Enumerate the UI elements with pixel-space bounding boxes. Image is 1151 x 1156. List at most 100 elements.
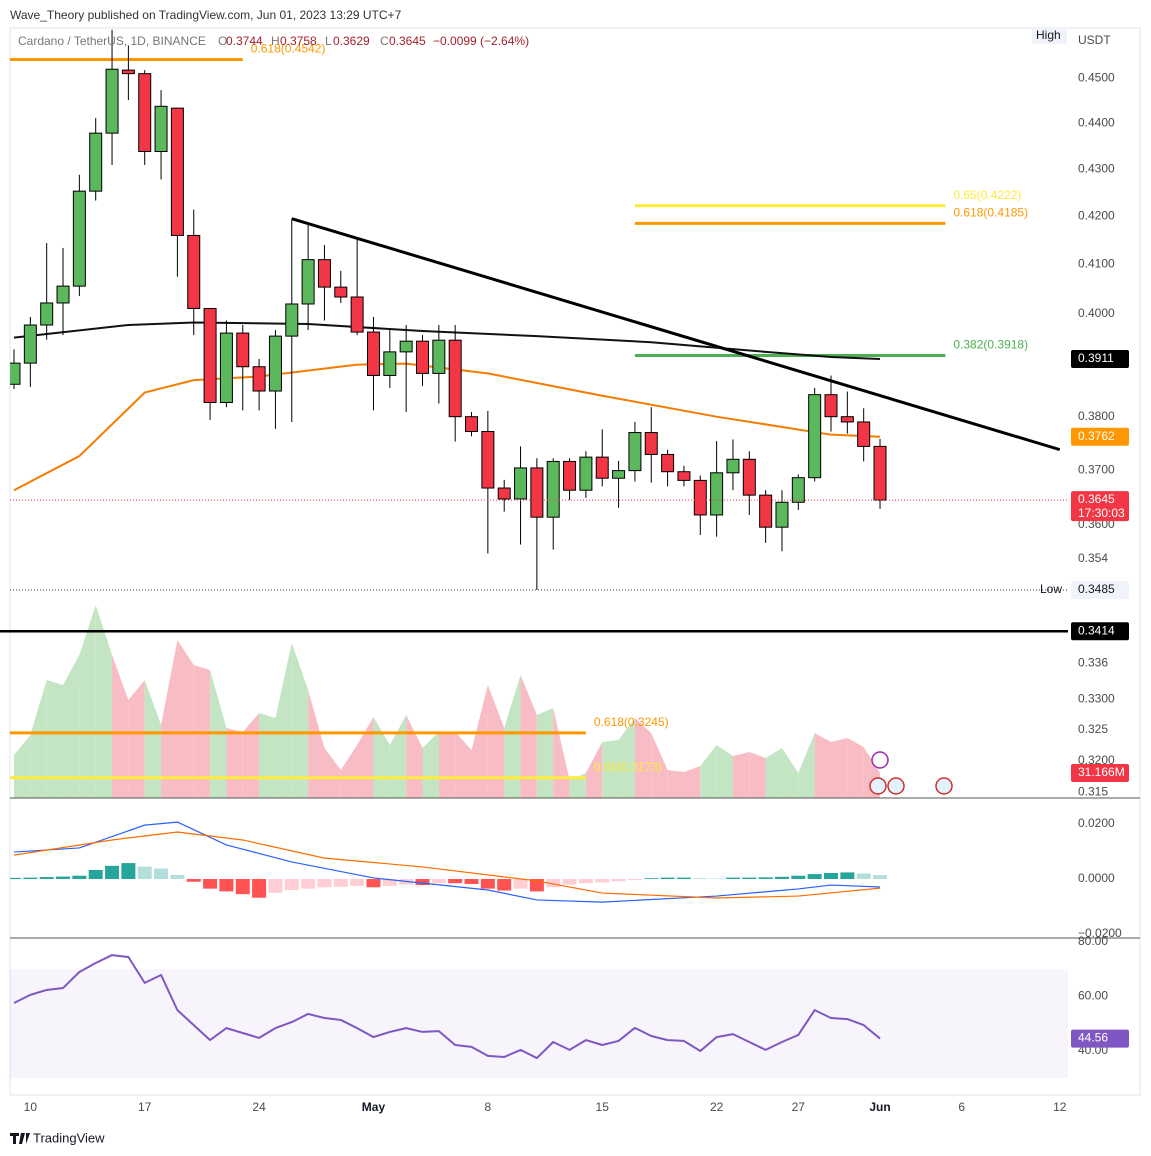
volume-area <box>504 675 521 798</box>
high-box <box>1032 27 1067 44</box>
volume-area <box>634 718 652 798</box>
publisher-line: Wave_Theory published on TradingView.com… <box>10 8 402 22</box>
volume-area <box>95 605 113 798</box>
moving-average <box>13 321 881 361</box>
candle-body <box>514 467 528 500</box>
macd-histogram-bar <box>350 879 365 886</box>
volume-area <box>455 731 472 798</box>
macd-histogram-bar <box>840 872 855 880</box>
macd-histogram-bar <box>88 869 103 880</box>
candle-body <box>350 296 364 333</box>
volume-area <box>112 654 129 798</box>
macd-histogram-bar <box>873 875 888 880</box>
macd-histogram-bar <box>105 865 120 880</box>
event-icons <box>869 751 953 795</box>
volume-area <box>814 733 831 798</box>
macd-histogram-bar <box>856 873 871 880</box>
candle-body <box>465 416 479 432</box>
macd-histogram-bar <box>611 879 626 882</box>
candle-body <box>824 394 838 418</box>
volume-area <box>14 735 31 798</box>
candle-body <box>775 501 789 528</box>
axes: USDT 0.4500 0.4400 0.4300 0.4200 0.4100 0.4000… <box>0 27 1129 1114</box>
volume-area <box>259 712 276 798</box>
chart-frame <box>9 27 1141 1096</box>
y-tick-label: 0.315 <box>1078 785 1108 799</box>
candle-body <box>170 107 184 236</box>
macd-histogram-bar <box>693 878 708 880</box>
trendline <box>291 217 1061 452</box>
volume-area <box>667 770 684 798</box>
low-price: 0.3485 <box>1078 582 1115 596</box>
candle-body <box>72 190 86 287</box>
volume-area <box>275 643 292 798</box>
volume-area <box>63 654 80 798</box>
candle-body <box>301 259 315 305</box>
y-tick-label: 0.336 <box>1078 655 1108 669</box>
icon <box>869 777 887 795</box>
volume-area <box>128 680 145 798</box>
x-tick-label: 10 <box>24 1100 38 1114</box>
volume-area <box>438 731 456 798</box>
volume-area <box>177 639 194 798</box>
last-price-box <box>1071 491 1129 522</box>
candle-body <box>138 73 152 153</box>
macd-histogram-bar <box>219 879 234 892</box>
x-tick-label: 15 <box>596 1100 610 1114</box>
volume-area <box>749 752 766 798</box>
ohlc-value: 0.3744 <box>226 34 263 48</box>
macd-histogram-bar <box>562 879 577 885</box>
ohlc-letter: H <box>271 34 280 48</box>
change: −0.0099 (−2.64%) <box>433 34 529 48</box>
x-tick-label: May <box>362 1100 386 1114</box>
candle-body <box>563 460 577 491</box>
candle-body <box>677 471 691 481</box>
macd-histogram-bar <box>725 877 740 880</box>
fib-label: 0.382(0.3918) <box>953 338 1028 352</box>
macd-histogram-bar <box>415 879 430 886</box>
macd-histogram-bar <box>824 872 838 880</box>
rsi-value-box <box>1071 1029 1129 1048</box>
macd-histogram-bar <box>627 879 642 881</box>
volume-area <box>487 684 505 798</box>
x-tick-label: 12 <box>1053 1100 1067 1114</box>
macd-histogram-bar <box>170 874 185 880</box>
macd-histogram-bar <box>660 877 675 880</box>
macd-histogram-bar <box>23 877 38 880</box>
candle-body <box>759 494 773 528</box>
price-pane: 0.618(0.4542) 0.65(0.4222) 0.618(0.4185) 0.… <box>10 29 1068 798</box>
candle-body <box>416 340 429 374</box>
volume-area <box>765 748 782 798</box>
candle-body <box>808 394 822 479</box>
y-tick-label: 0.4300 <box>1078 161 1115 175</box>
candle-body <box>89 132 103 192</box>
x-tick-label: 22 <box>710 1100 724 1114</box>
macd-histogram-bar <box>464 879 479 884</box>
macd-histogram-bar <box>497 879 512 891</box>
macd-histogram-bar <box>578 879 593 884</box>
y-tick-label: 0.325 <box>1078 722 1108 736</box>
candle-body <box>628 432 642 472</box>
candle-body <box>105 68 119 134</box>
volume-area <box>781 748 799 798</box>
macd-histogram-bar <box>235 879 250 895</box>
candle-body <box>710 472 724 516</box>
volume-area <box>831 738 848 798</box>
logo-mark <box>10 1133 30 1144</box>
moving-average <box>13 362 881 492</box>
macd-histogram-bar <box>10 877 21 880</box>
candle-body <box>154 105 168 153</box>
macd-histogram-bar <box>758 877 773 880</box>
y-tick-label: 0.4200 <box>1078 208 1115 222</box>
macd-histogram-bar <box>644 878 659 880</box>
macd-histogram-bar <box>333 879 348 887</box>
rsi-band <box>10 969 1068 1079</box>
candle-body <box>56 285 70 304</box>
y-tick-label: 0.3700 <box>1078 462 1115 476</box>
y-tick-label: 0.3800 <box>1078 409 1115 423</box>
y-tick-label: 0.3300 <box>1078 691 1115 705</box>
ma-price-label-box <box>1071 427 1129 446</box>
y-tick-label: 0.354 <box>1078 551 1108 565</box>
candle-body <box>317 259 331 288</box>
ohlc-value: 0.3758 <box>280 34 317 48</box>
